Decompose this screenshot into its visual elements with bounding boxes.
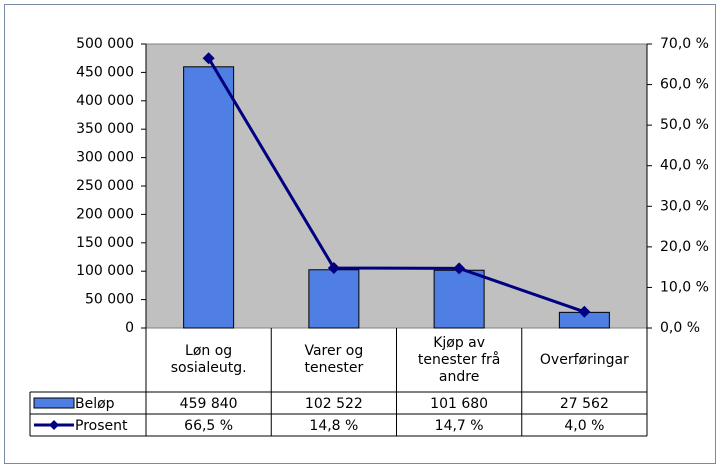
marker <box>202 52 215 65</box>
y-tick-label: 450 000 <box>76 64 134 80</box>
line <box>207 57 585 314</box>
table-value: 27 562 <box>560 396 609 412</box>
y-tick-label: 500 000 <box>76 36 134 52</box>
category-label: Kjøp av tenester frå andre <box>417 334 501 385</box>
y2-tick-label: 70,0 % <box>660 36 709 52</box>
y2-tick-label: 30,0 % <box>660 198 709 214</box>
y-tick-label: 300 000 <box>76 150 134 166</box>
category-label: Varer og tenester <box>304 343 364 376</box>
y-tick-label: 150 000 <box>76 235 134 251</box>
category-label: Løn og sosialeutg. <box>170 343 247 376</box>
y-tick-label: 200 000 <box>76 206 134 222</box>
y-tick-label: 50 000 <box>85 292 134 308</box>
table-value: 101 680 <box>430 396 488 412</box>
category-label: Overføringar <box>539 351 629 368</box>
y-tick-label: 100 000 <box>76 263 134 279</box>
legend-label: Beløp <box>75 396 115 412</box>
y2-tick-label: 20,0 % <box>660 239 709 255</box>
table-value: 459 840 <box>180 396 238 412</box>
y-tick-label: 0 <box>125 320 134 336</box>
bar <box>433 269 485 329</box>
table-value: 14,8 % <box>309 418 358 434</box>
y-tick-label: 250 000 <box>76 178 134 194</box>
legend-swatch <box>33 397 75 409</box>
legend-marker <box>49 420 59 430</box>
y2-tick-label: 60,0 % <box>660 77 709 93</box>
table-value: 14,7 % <box>435 418 484 434</box>
marker <box>453 262 466 275</box>
marker <box>327 261 340 274</box>
y2-tick-label: 0,0 % <box>660 320 700 336</box>
table-value: 102 522 <box>305 396 363 412</box>
y-tick-label: 350 000 <box>76 121 134 137</box>
legend-label: Prosent <box>75 418 128 434</box>
table-value: 66,5 % <box>184 418 233 434</box>
bar <box>308 269 360 329</box>
y2-tick-label: 40,0 % <box>660 158 709 174</box>
bar <box>183 66 235 329</box>
marker <box>578 305 591 318</box>
y2-tick-label: 50,0 % <box>660 117 709 133</box>
y-tick-label: 400 000 <box>76 93 134 109</box>
table-value: 4,0 % <box>564 418 604 434</box>
y2-tick-label: 10,0 % <box>660 279 709 295</box>
